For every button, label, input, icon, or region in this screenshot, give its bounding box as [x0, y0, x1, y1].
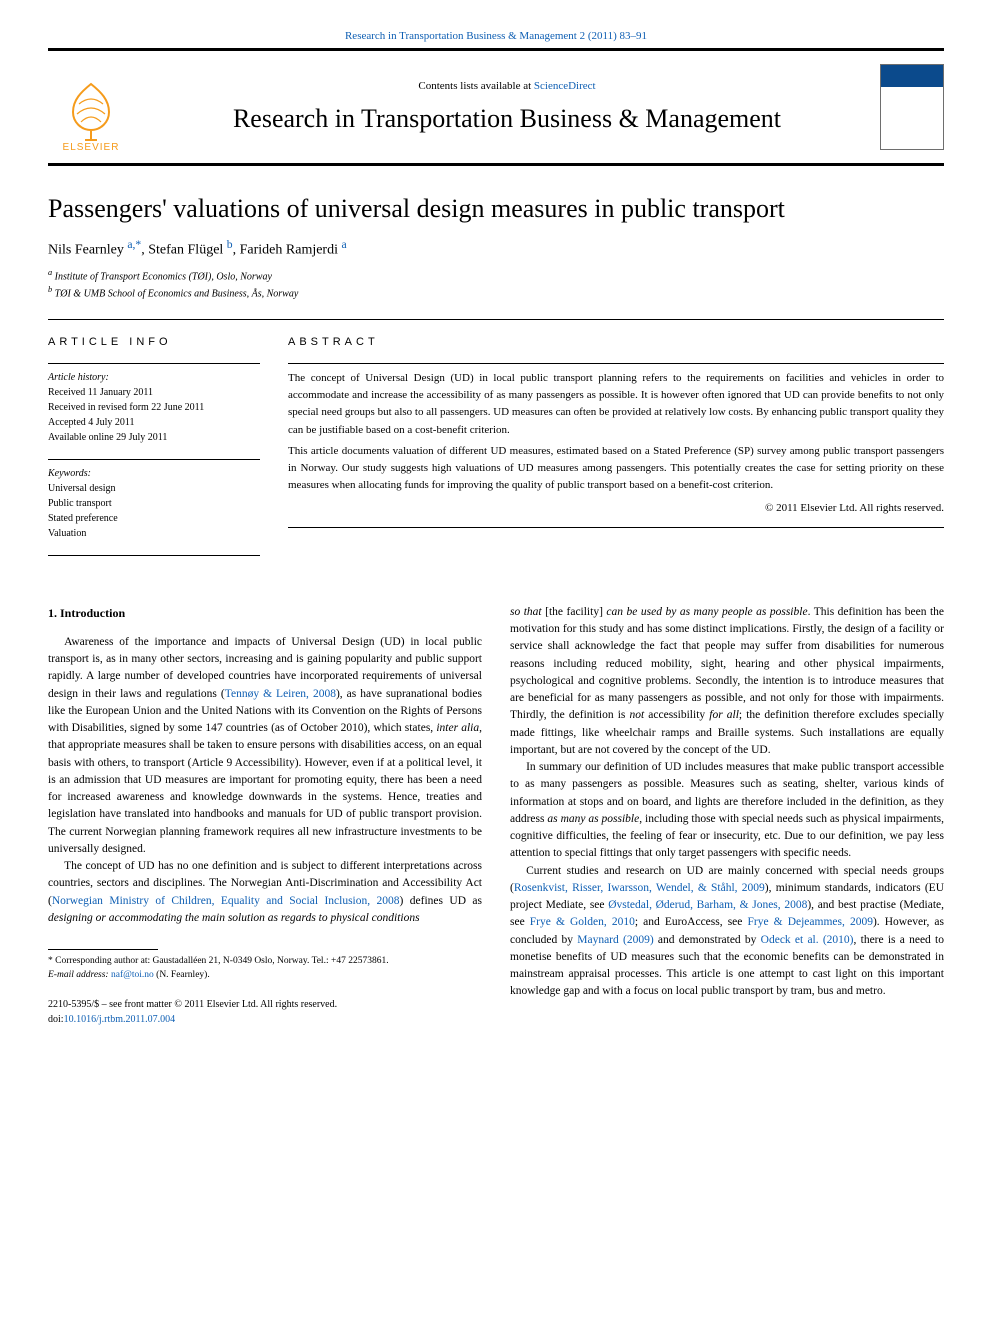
ref-maynard-2009[interactable]: Maynard (2009): [577, 934, 653, 946]
keyword-list: Universal design Public transport Stated…: [48, 481, 260, 541]
keyword-2: Public transport: [48, 496, 260, 511]
ref-ovstedal-2008[interactable]: Øvstedal, Øderud, Barham, & Jones, 2008: [608, 899, 807, 911]
body-col1-p2: The concept of UD has no one definition …: [48, 858, 482, 927]
affiliation-b: b TØI & UMB School of Economics and Busi…: [48, 284, 944, 301]
abstract-copyright: © 2011 Elsevier Ltd. All rights reserved…: [288, 500, 944, 517]
elsevier-logo: ELSEVIER: [48, 61, 134, 153]
keyword-3: Stated preference: [48, 511, 260, 526]
elsevier-label: ELSEVIER: [63, 142, 120, 153]
abstract-p1: The concept of Universal Design (UD) in …: [288, 370, 944, 438]
ref-norwegian-ministry-2008[interactable]: Norwegian Ministry of Children, Equality…: [52, 895, 400, 907]
history-revised: Received in revised form 22 June 2011: [48, 400, 260, 415]
keyword-1: Universal design: [48, 481, 260, 496]
sciencedirect-link[interactable]: ScienceDirect: [534, 80, 596, 92]
authors: Nils Fearnley a,*, Stefan Flügel b, Fari…: [48, 238, 944, 259]
ref-frye-golden-2010[interactable]: Frye & Golden, 2010: [530, 916, 635, 928]
abstract-rule: [288, 363, 944, 364]
affiliations: a Institute of Transport Economics (TØI)…: [48, 267, 944, 302]
history-accepted: Accepted 4 July 2011: [48, 415, 260, 430]
masthead: ELSEVIER Contents lists available at Sci…: [48, 48, 944, 166]
body-col2-p1: so that [the facility] can be used by as…: [510, 604, 944, 759]
body-columns: 1. Introduction Awareness of the importa…: [48, 604, 944, 1027]
email-line: E-mail address: naf@toi.no (N. Fearnley)…: [48, 968, 482, 982]
abstract-heading: abstract: [288, 334, 944, 351]
info-abstract-row: article info Article history: Received 1…: [48, 320, 944, 580]
body-col1-p1: Awareness of the importance and impacts …: [48, 634, 482, 858]
author-sep-2: ,: [233, 243, 240, 258]
doi-line: doi:10.1016/j.rtbm.2011.07.004: [48, 1012, 482, 1027]
elsevier-tree-icon: [61, 80, 121, 142]
corresponding-author: * Corresponding author at: Gaustadalléen…: [48, 954, 482, 968]
body-col2-p2: In summary our definition of UD includes…: [510, 759, 944, 863]
article-info-column: article info Article history: Received 1…: [48, 334, 260, 562]
info-rule-3: [48, 555, 260, 556]
affiliation-a: a Institute of Transport Economics (TØI)…: [48, 267, 944, 284]
ref-frye-dejeammes-2009[interactable]: Frye & Dejeammes, 2009: [747, 916, 872, 928]
footer-rule: [48, 949, 158, 950]
abstract-column: abstract The concept of Universal Design…: [288, 334, 944, 562]
abstract-p2: This article documents valuation of diff…: [288, 443, 944, 494]
keywords-label: Keywords:: [48, 466, 260, 481]
journal-cover-thumbnail: [880, 64, 944, 150]
ref-odeck-2010[interactable]: Odeck et al. (2010): [761, 934, 854, 946]
ref-tennoy-leiren-2008[interactable]: Tennøy & Leiren, 2008: [225, 688, 336, 700]
journal-name: Research in Transportation Business & Ma…: [134, 104, 880, 134]
article-history-label: Article history:: [48, 370, 260, 385]
author-2: Stefan Flügel: [148, 243, 227, 258]
body-col2-p3: Current studies and research on UD are m…: [510, 863, 944, 1001]
abstract-bottom-rule: [288, 527, 944, 528]
doi-link[interactable]: 10.1016/j.rtbm.2011.07.004: [64, 1014, 176, 1025]
history-online: Available online 29 July 2011: [48, 430, 260, 445]
article-title: Passengers' valuations of universal desi…: [48, 194, 944, 224]
footer-block: * Corresponding author at: Gaustadalléen…: [48, 949, 482, 1027]
ref-rosenkvist-2009[interactable]: Rosenkvist, Risser, Iwarsson, Wendel, & …: [514, 882, 765, 894]
info-rule-1: [48, 363, 260, 364]
section-1-heading: 1. Introduction: [48, 604, 482, 622]
author-3-aff[interactable]: a: [342, 238, 347, 251]
body-column-right: so that [the facility] can be used by as…: [510, 604, 944, 1027]
journal-header-link-anchor[interactable]: Research in Transportation Business & Ma…: [345, 30, 647, 42]
keyword-4: Valuation: [48, 526, 260, 541]
history-received: Received 11 January 2011: [48, 385, 260, 400]
body-column-left: 1. Introduction Awareness of the importa…: [48, 604, 482, 1027]
article-history-block: Article history: Received 11 January 201…: [48, 370, 260, 445]
keywords-block: Keywords: Universal design Public transp…: [48, 466, 260, 541]
info-rule-2: [48, 459, 260, 460]
contents-prefix: Contents lists available at: [418, 80, 533, 92]
journal-header-link: Research in Transportation Business & Ma…: [48, 30, 944, 42]
article-info-heading: article info: [48, 334, 260, 351]
author-1: Nils Fearnley: [48, 243, 127, 258]
issn-line: 2210-5395/$ – see front matter © 2011 El…: [48, 997, 482, 1012]
author-3: Farideh Ramjerdi: [240, 243, 342, 258]
masthead-center: Contents lists available at ScienceDirec…: [134, 80, 880, 134]
abstract-text: The concept of Universal Design (UD) in …: [288, 370, 944, 493]
contents-line: Contents lists available at ScienceDirec…: [134, 80, 880, 92]
email-link[interactable]: naf@toi.no: [111, 970, 154, 980]
